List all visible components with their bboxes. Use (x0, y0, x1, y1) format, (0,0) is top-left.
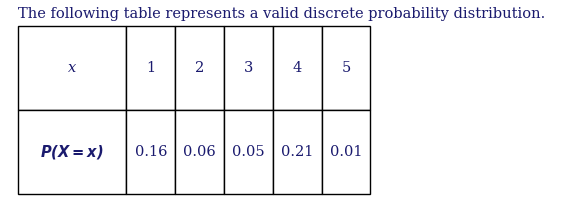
Bar (273, 26, 322, 110)
Bar (224, 110, 273, 194)
Text: 3: 3 (244, 61, 253, 75)
Bar (322, 110, 370, 194)
Text: 0.06: 0.06 (183, 145, 216, 159)
Bar (322, 26, 370, 110)
Text: 0.01: 0.01 (330, 145, 362, 159)
Bar (126, 26, 175, 110)
Bar (126, 110, 175, 194)
Bar (273, 110, 322, 194)
Text: 0.05: 0.05 (232, 145, 265, 159)
Bar (224, 26, 273, 110)
Bar (175, 26, 224, 110)
Text: 0.16: 0.16 (135, 145, 167, 159)
Text: 2: 2 (195, 61, 204, 75)
Text: x: x (68, 61, 76, 75)
Bar (175, 110, 224, 194)
Text: 5: 5 (342, 61, 350, 75)
Text: 1: 1 (146, 61, 155, 75)
Bar (18, 110, 126, 194)
Text: $\bfit{P}(\bfit{X}{=}\bfit{x})$: $\bfit{P}(\bfit{X}{=}\bfit{x})$ (41, 143, 103, 161)
Text: The following table represents a valid discrete probability distribution.: The following table represents a valid d… (18, 7, 545, 21)
Text: 0.21: 0.21 (281, 145, 313, 159)
Text: 4: 4 (293, 61, 302, 75)
Bar (18, 26, 126, 110)
